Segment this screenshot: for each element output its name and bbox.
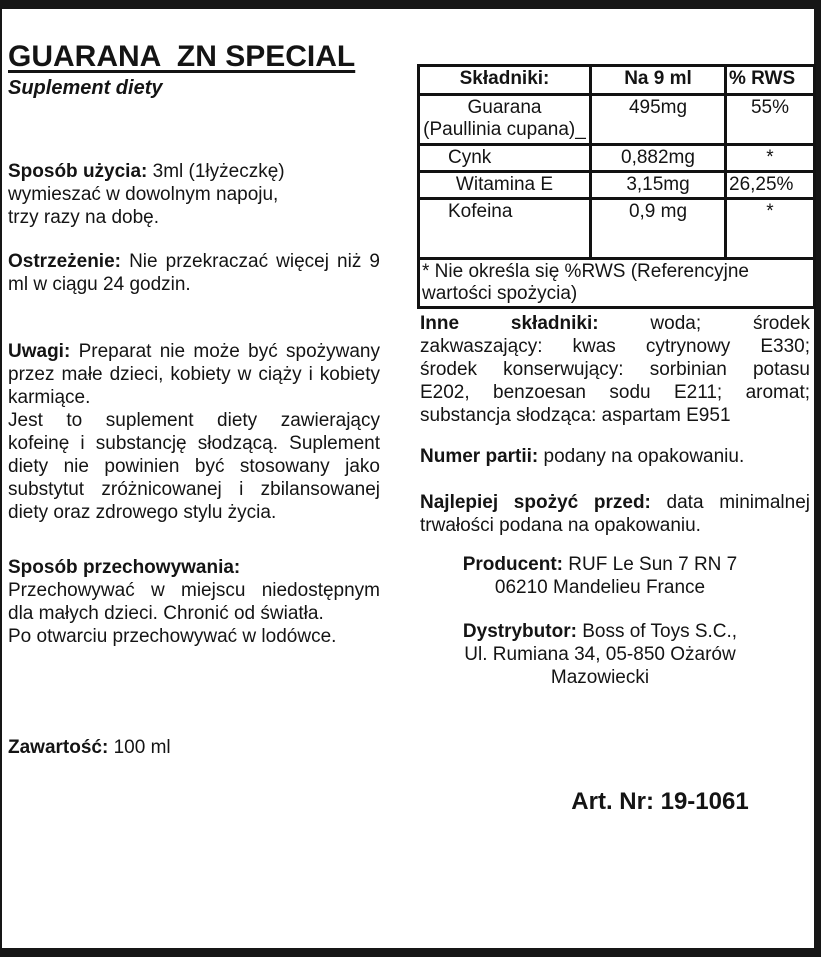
best-before-label: Najlepiej spożyć przed:: [420, 492, 651, 513]
warning-label: Ostrzeżenie:: [8, 251, 121, 272]
notes-line: substytut zróżnicowanej i zbilansowanej: [8, 479, 380, 500]
ingredient-amount: 495mg: [589, 93, 727, 146]
product-subtitle: Suplement diety: [8, 77, 163, 99]
ingredient-row: Witamina E 3,15mg 26,25%: [417, 170, 816, 200]
notes-line: Uwagi: Preparat nie może być spożywany: [8, 341, 380, 362]
storage-line: Po otwarciu przechowywać w lodówce.: [8, 626, 337, 647]
notes-line: diety oraz zdrowego stylu życia.: [8, 502, 277, 523]
notes-section: Uwagi: Preparat nie może być spożywany p…: [8, 340, 380, 524]
distributor-label: Dystrybutor:: [462, 621, 577, 642]
usage-line: Sposób użycia: 3ml (1łyżeczkę): [8, 161, 285, 182]
notes-line: karmiące.: [8, 387, 91, 408]
usage-label: Sposób użycia:: [8, 161, 148, 182]
col-header-per-9ml: Na 9 ml: [589, 64, 727, 96]
ingredient-name: Witamina E: [417, 170, 592, 200]
batch-number-section: Numer partii: podany na opakowaniu.: [420, 445, 810, 468]
table-footnote-row: * Nie określa się %RWS (Referencyjne war…: [417, 257, 816, 309]
best-before-section: Najlepiej spożyć przed: data minimalnej …: [420, 491, 810, 537]
ingredient-rws: 26,25%: [724, 170, 816, 200]
table-footnote: * Nie określa się %RWS (Referencyjne war…: [417, 257, 816, 309]
best-before-line: Najlepiej spożyć przed: data minimalnej: [420, 492, 810, 513]
storage-line: Przechowywać w miejscu niedostępnym: [8, 580, 380, 601]
other-ingredients-line: E202, benzoesan sodu E211; aromat;: [420, 382, 810, 403]
warning-section: Ostrzeżenie: Nie przekraczać więcej niż …: [8, 250, 380, 296]
usage-line: trzy razy na dobę.: [8, 207, 160, 228]
distributor-line: Ul. Rumiana 34, 05-850 Ożarów: [464, 644, 736, 665]
producer-section: Producent: RUF Le Sun 7 RN 7 06210 Mande…: [420, 553, 780, 599]
contents-value: 100 ml: [108, 737, 171, 758]
ingredient-rws: *: [724, 143, 816, 173]
other-ingredients-line: środek konserwujący: sorbinian potasu: [420, 359, 810, 380]
product-title: GUARANA ZN SPECIAL: [8, 40, 356, 73]
ingredient-name: Cynk: [417, 143, 592, 173]
ingredient-rws: *: [724, 197, 816, 260]
other-ingredients-line: Inne składniki: woda; środek: [420, 313, 810, 334]
notes-label: Uwagi:: [8, 341, 71, 362]
ingredient-amount: 0,9 mg: [589, 197, 727, 260]
usage-section: Sposób użycia: 3ml (1łyżeczkę) wymieszać…: [8, 160, 380, 229]
ingredients-table: Składniki: Na 9 ml % RWS Guarana (Paulli…: [417, 64, 816, 309]
other-ingredients-line: zakwaszający: kwas cytrynowy E330;: [420, 336, 810, 357]
ingredient-amount: 3,15mg: [589, 170, 727, 200]
distributor-section: Dystrybutor: Boss of Toys S.C., Ul. Rumi…: [420, 620, 780, 689]
usage-line: wymieszać w dowolnym napoju,: [8, 184, 279, 205]
contents-line: Zawartość: 100 ml: [8, 736, 380, 759]
scan-edge-right: [814, 0, 821, 957]
contents-section: Zawartość: 100 ml: [8, 736, 380, 759]
producer-line: Producent: RUF Le Sun 7 RN 7: [462, 554, 738, 575]
scan-edge-top: [0, 0, 821, 9]
col-header-rws: % RWS: [724, 64, 816, 96]
producer-line: 06210 Mandelieu France: [494, 577, 706, 598]
article-number: Art. Nr: 19-1061: [571, 788, 749, 815]
batch-label: Numer partii:: [420, 446, 539, 467]
notes-line: diety nie powinien być stosowany jako: [8, 456, 380, 477]
batch-line: Numer partii: podany na opakowaniu.: [420, 446, 745, 467]
ingredient-rws: 55%: [724, 93, 816, 146]
storage-line: dla małych dzieci. Chronić od światła.: [8, 603, 324, 624]
ingredient-name: Kofeina: [417, 197, 592, 260]
storage-heading: Sposób przechowywania:: [8, 557, 241, 578]
warning-line: ml w ciągu 24 godzin.: [8, 274, 191, 295]
scan-edge-bottom: [0, 948, 821, 957]
notes-line: przez małe dzieci, kobiety w ciąży i kob…: [8, 364, 380, 385]
other-ingredients-label: Inne składniki:: [420, 313, 599, 334]
notes-line: kofeinę i substancję słodzącą. Suplement: [8, 433, 380, 454]
ingredient-name: Guarana (Paullinia cupana)_: [417, 93, 592, 146]
notes-line: Jest to suplement diety zawierający: [8, 410, 380, 431]
ingredient-row: Kofeina 0,9 mg *: [417, 197, 816, 260]
best-before-line: trwałości podana na opakowaniu.: [420, 515, 701, 536]
table-header-row: Składniki: Na 9 ml % RWS: [417, 64, 816, 96]
distributor-line: Dystrybutor: Boss of Toys S.C.,: [462, 621, 738, 642]
col-header-ingredients: Składniki:: [417, 64, 592, 96]
contents-label: Zawartość:: [8, 737, 109, 758]
storage-section: Sposób przechowywania: Przechowywać w mi…: [8, 556, 380, 648]
other-ingredients-line: substancja słodząca: aspartam E951: [420, 405, 731, 426]
ingredient-amount: 0,882mg: [589, 143, 727, 173]
warning-line: Ostrzeżenie: Nie przekraczać więcej niż …: [8, 251, 380, 272]
ingredient-row: Cynk 0,882mg *: [417, 143, 816, 173]
producer-label: Producent:: [462, 554, 564, 575]
ingredient-row: Guarana (Paullinia cupana)_ 495mg 55%: [417, 93, 816, 146]
scan-edge-left: [0, 0, 2, 957]
distributor-line: Mazowiecki: [550, 667, 650, 688]
other-ingredients-section: Inne składniki: woda; środek zakwaszając…: [420, 312, 810, 427]
